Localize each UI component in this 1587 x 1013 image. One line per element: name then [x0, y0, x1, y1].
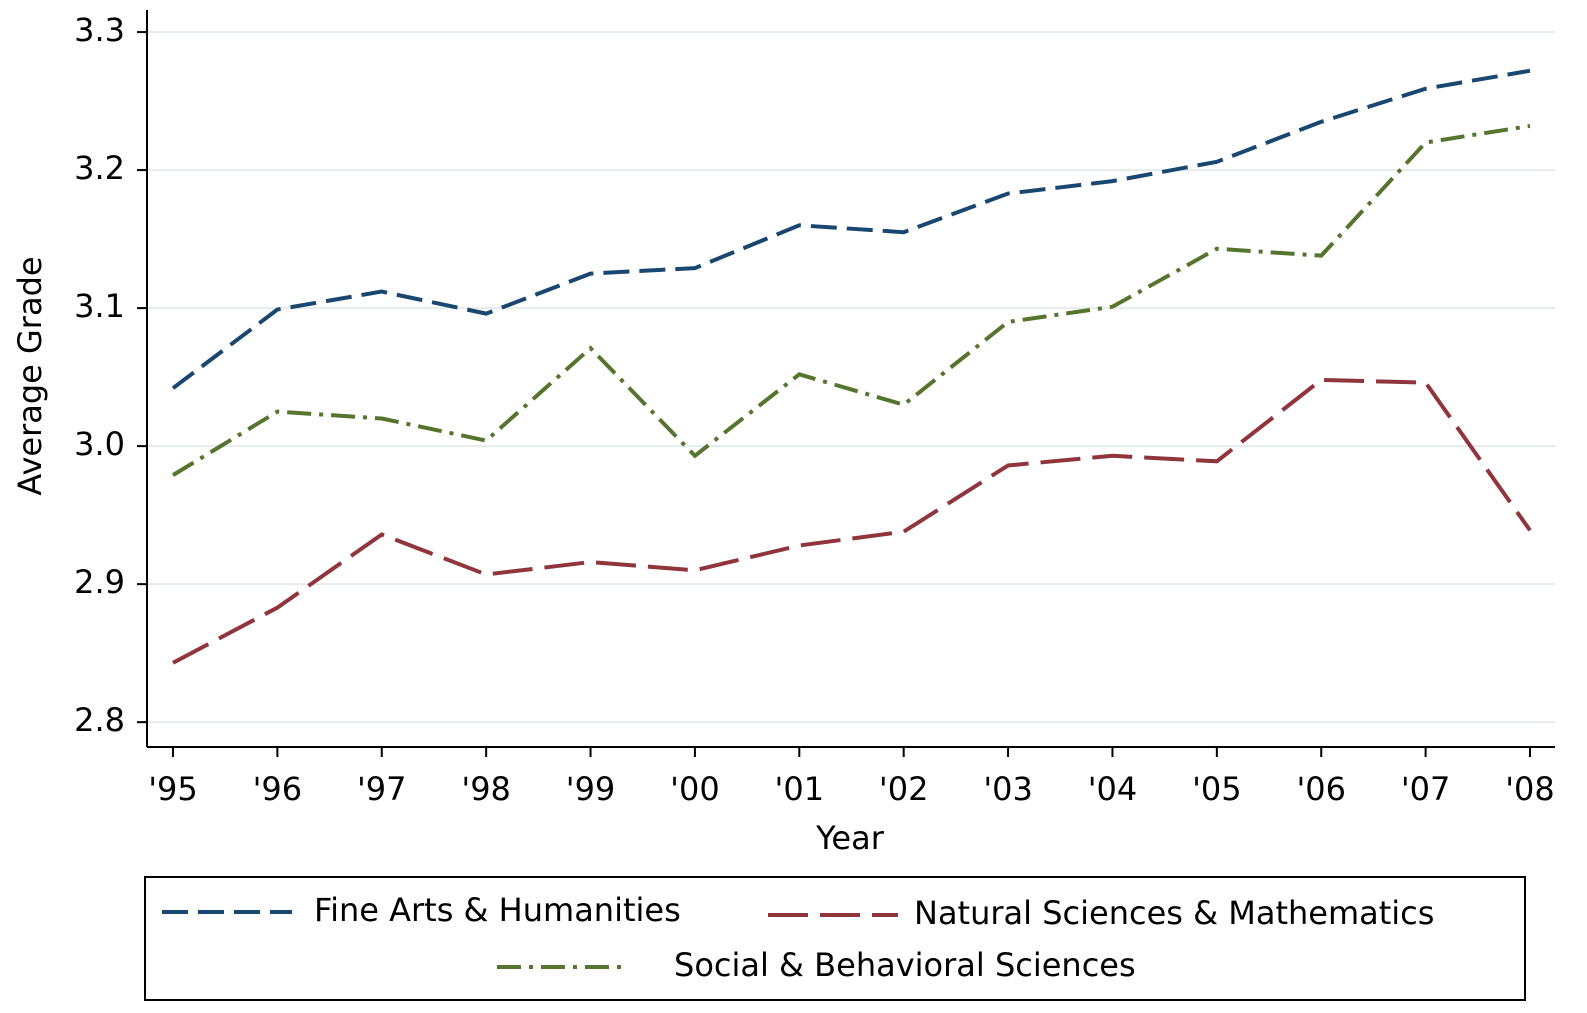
x-tick-label: '95: [148, 770, 198, 808]
x-tick-label: '04: [1088, 770, 1138, 808]
y-tick-label: 2.8: [74, 701, 125, 739]
x-tick-label: '07: [1401, 770, 1451, 808]
legend-label: Social & Behavioral Sciences: [674, 946, 1136, 984]
series-line: [172, 377, 1532, 665]
legend-label: Natural Sciences & Mathematics: [914, 894, 1434, 932]
x-tick-label: '00: [670, 770, 720, 808]
y-tick-label: 3.1: [74, 287, 125, 325]
x-tick-label: '03: [983, 770, 1033, 808]
x-tick-label: '98: [461, 770, 511, 808]
x-tick-label: '02: [879, 770, 929, 808]
y-tick-label: 2.9: [74, 563, 125, 601]
x-axis-title: Year: [815, 819, 885, 857]
y-axis-title: Average Grade: [11, 256, 49, 495]
series-line: [171, 123, 1531, 477]
legend-box: [144, 876, 1526, 1001]
x-tick-label: '05: [1192, 770, 1242, 808]
x-tick-label: '06: [1296, 770, 1346, 808]
y-tick-label: 3.2: [74, 149, 125, 187]
y-tick-label: 3.0: [74, 425, 125, 463]
x-tick-label: '99: [566, 770, 616, 808]
legend-label: Fine Arts & Humanities: [314, 891, 681, 929]
x-tick-label: '96: [253, 770, 303, 808]
x-tick-label: '08: [1505, 770, 1555, 808]
x-tick-label: '01: [775, 770, 825, 808]
series-line: [171, 68, 1531, 390]
y-tick-label: 3.3: [74, 11, 125, 49]
x-tick-label: '97: [357, 770, 407, 808]
